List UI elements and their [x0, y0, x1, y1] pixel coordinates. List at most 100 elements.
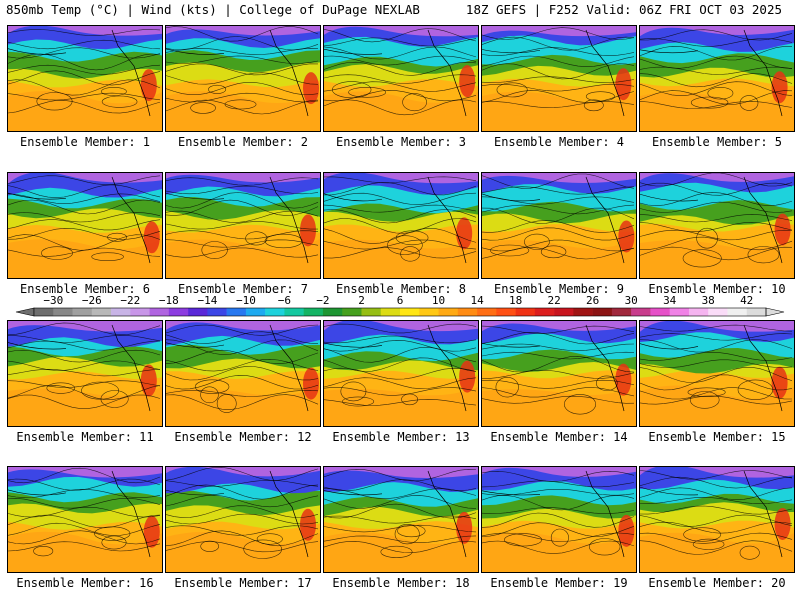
header-title-right: 18Z GEFS | F252 Valid: 06Z FRI OCT 03 20…: [465, 2, 782, 17]
colorbar-swatch: [322, 308, 343, 316]
ensemble-panel-6: Ensemble Member: 6: [7, 172, 163, 296]
ensemble-panel-8: Ensemble Member: 8: [323, 172, 479, 296]
ensemble-map-15: [639, 320, 795, 427]
colorbar-tick-label: 38: [701, 294, 715, 307]
colorbar-tick-label: −6: [277, 294, 292, 307]
ensemble-panel-5: Ensemble Member: 5: [639, 25, 795, 149]
ensemble-panel-9: Ensemble Member: 9: [481, 172, 637, 296]
ensemble-member-label: Ensemble Member: 9: [493, 282, 625, 296]
ensemble-panel-20: Ensemble Member: 20: [639, 466, 795, 590]
ensemble-member-label: Ensemble Member: 10: [648, 282, 786, 296]
ensemble-map-17: [165, 466, 321, 573]
ensemble-panel-11: Ensemble Member: 11: [7, 320, 163, 444]
colorbar-tick-label: 6: [396, 294, 404, 307]
colorbar-swatch: [631, 308, 651, 316]
colorbar-tick-label: −22: [120, 294, 141, 307]
ensemble-panel-7: Ensemble Member: 7: [165, 172, 321, 296]
colorbar-swatch: [477, 308, 497, 316]
colorbar-tick-label: −2: [316, 294, 330, 307]
ensemble-map-9: [481, 172, 637, 279]
ensemble-panel-15: Ensemble Member: 15: [639, 320, 795, 444]
colorbar-swatch: [34, 308, 54, 316]
ensemble-map-19: [481, 466, 637, 573]
ensemble-member-label: Ensemble Member: 14: [490, 430, 628, 444]
colorbar-swatch: [457, 308, 478, 316]
ensemble-panel-17: Ensemble Member: 17: [165, 466, 321, 590]
ensemble-map-12: [165, 320, 321, 427]
ensemble-member-label: Ensemble Member: 3: [335, 135, 467, 149]
colorbar-tick-label: 10: [431, 294, 446, 307]
ensemble-member-label: Ensemble Member: 12: [174, 430, 312, 444]
ensemble-map-5: [639, 25, 795, 132]
colorbar-swatch: [72, 308, 93, 316]
ensemble-member-label: Ensemble Member: 4: [493, 135, 625, 149]
ensemble-panel-10: Ensemble Member: 10: [639, 172, 795, 296]
header-title-left: 850mb Temp (°C) | Wind (kts) | College o…: [6, 2, 420, 17]
ensemble-map-20: [639, 466, 795, 573]
colorbar-swatch: [207, 308, 227, 316]
colorbar-tick-label: 2: [358, 294, 365, 307]
colorbar-tick-label: 18: [508, 294, 523, 307]
ensemble-map-3: [323, 25, 479, 132]
ensemble-map-4: [481, 25, 637, 132]
colorbar-swatch: [515, 308, 536, 316]
colorbar-tick-label: −10: [235, 294, 256, 307]
colorbar-tick-label: 34: [663, 294, 677, 307]
colorbar-swatch: [534, 308, 555, 316]
ensemble-panel-2: Ensemble Member: 2: [165, 25, 321, 149]
colorbar-tick-label: 30: [624, 294, 638, 307]
ensemble-member-label: Ensemble Member: 5: [651, 135, 783, 149]
ensemble-map-7: [165, 172, 321, 279]
colorbar-tick-label: −14: [197, 294, 218, 307]
ensemble-panel-14: Ensemble Member: 14: [481, 320, 637, 444]
colorbar-swatch: [284, 308, 304, 316]
temperature-colorbar: [15, 307, 785, 317]
colorbar-swatch: [130, 308, 150, 316]
colorbar-tick-label: 14: [470, 294, 484, 307]
ensemble-panel-13: Ensemble Member: 13: [323, 320, 479, 444]
ensemble-panel-4: Ensemble Member: 4: [481, 25, 637, 149]
colorbar-swatch: [592, 308, 613, 316]
colorbar-tick-label: −30: [43, 294, 64, 307]
ensemble-map-14: [481, 320, 637, 427]
colorbar-swatch: [438, 308, 459, 316]
ensemble-map-10: [639, 172, 795, 279]
colorbar-swatch: [168, 308, 189, 316]
colorbar-swatch: [419, 308, 439, 316]
ensemble-member-label: Ensemble Member: 6: [19, 282, 151, 296]
ensemble-member-label: Ensemble Member: 20: [648, 576, 786, 590]
colorbar-swatch: [746, 308, 767, 316]
ensemble-panel-19: Ensemble Member: 19: [481, 466, 637, 590]
colorbar-swatch: [611, 308, 632, 316]
colorbar-swatch: [111, 308, 131, 316]
colorbar-swatch: [361, 308, 382, 316]
ensemble-panel-3: Ensemble Member: 3: [323, 25, 479, 149]
colorbar-frame: [33, 307, 767, 317]
colorbar-swatch: [245, 308, 266, 316]
colorbar-swatch: [554, 308, 574, 316]
colorbar-tick-label: 26: [585, 294, 600, 307]
colorbar-swatch: [226, 308, 247, 316]
ensemble-map-2: [165, 25, 321, 132]
colorbar-swatch: [342, 308, 362, 316]
colorbar-tick-label: 42: [740, 294, 754, 307]
colorbar-swatch: [149, 308, 170, 316]
ensemble-member-label: Ensemble Member: 8: [335, 282, 467, 296]
ensemble-map-8: [323, 172, 479, 279]
colorbar-swatch: [400, 308, 420, 316]
colorbar-tick-label: 22: [547, 294, 561, 307]
ensemble-panel-16: Ensemble Member: 16: [7, 466, 163, 590]
ensemble-member-label: Ensemble Member: 17: [174, 576, 312, 590]
ensemble-member-label: Ensemble Member: 19: [490, 576, 628, 590]
colorbar-tick-labels: −30 −26 −22 −18 −14 −10 −6 −2 2 6 10 14 18 22 26 30 34 38…: [0, 295, 800, 307]
ensemble-panel-1: Ensemble Member: 1: [7, 25, 163, 149]
ensemble-map-11: [7, 320, 163, 427]
colorbar-swatch: [496, 308, 516, 316]
ensemble-member-label: Ensemble Member: 15: [648, 430, 786, 444]
colorbar-swatch: [708, 308, 728, 316]
colorbar-swatch: [188, 308, 208, 316]
colorbar-swatch: [265, 308, 285, 316]
ensemble-map-16: [7, 466, 163, 573]
colorbar-swatch: [688, 308, 709, 316]
colorbar-swatch: [650, 308, 670, 316]
